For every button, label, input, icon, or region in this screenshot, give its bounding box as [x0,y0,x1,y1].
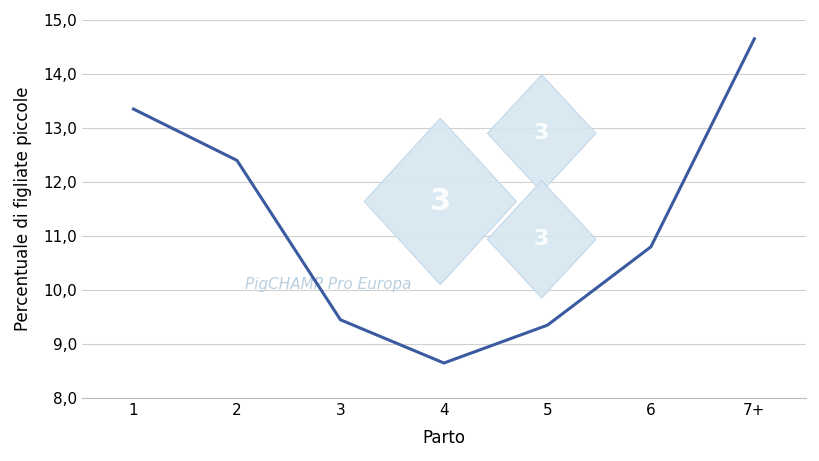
Text: 3: 3 [533,124,549,143]
X-axis label: Parto: Parto [422,429,465,447]
Text: 3: 3 [429,187,450,216]
Polygon shape [486,75,595,192]
Text: 3: 3 [533,229,549,249]
Text: PigCHAMP Pro Europa: PigCHAMP Pro Europa [245,277,411,292]
Polygon shape [486,181,595,298]
Polygon shape [364,118,516,284]
Y-axis label: Percentuale di figliate piccole: Percentuale di figliate piccole [14,87,32,331]
